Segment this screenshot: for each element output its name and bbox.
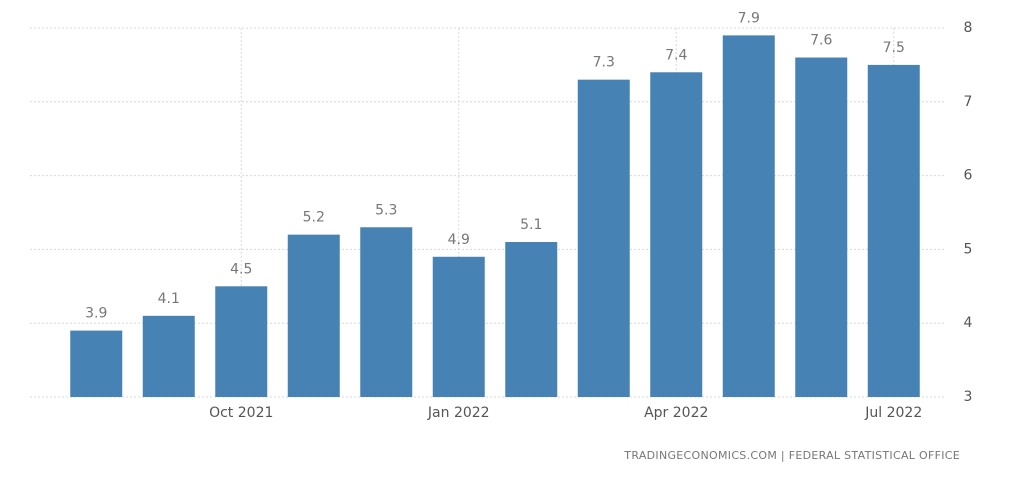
bar: [795, 57, 848, 398]
x-tick-label: Jul 2022: [864, 405, 922, 421]
bar: [142, 315, 195, 397]
value-label: 7.6: [810, 33, 832, 49]
y-tick-label: 5: [964, 241, 973, 257]
value-label: 4.5: [230, 261, 252, 277]
value-label: 4.9: [448, 232, 470, 248]
value-label: 5.1: [520, 217, 542, 233]
bar: [360, 227, 413, 397]
value-label: 7.4: [665, 47, 687, 63]
value-label: 5.3: [375, 202, 397, 218]
value-label: 7.3: [593, 55, 615, 71]
source: TRADINGECONOMICS.COM | FEDERAL STATISTIC…: [623, 449, 960, 462]
y-tick-label: 7: [964, 94, 973, 110]
bar: [867, 64, 920, 398]
bar: [287, 234, 340, 397]
bar: [577, 79, 630, 397]
bar: [70, 330, 123, 397]
value-label: 7.9: [738, 10, 760, 26]
value-label: 4.1: [158, 291, 180, 307]
y-tick-label: 3: [964, 389, 973, 405]
bar: [432, 256, 485, 397]
bar: [650, 72, 703, 397]
y-tick-label: 8: [964, 20, 973, 36]
value-label: 3.9: [85, 306, 107, 322]
bar: [215, 286, 268, 397]
value-label: 7.5: [883, 40, 905, 56]
x-tick-label: Apr 2022: [644, 405, 708, 421]
x-tick-label: Oct 2021: [209, 405, 273, 421]
value-label: 5.2: [303, 210, 325, 226]
x-tick-label: Jan 2022: [427, 405, 490, 421]
bar: [722, 35, 775, 397]
y-tick-label: 6: [964, 168, 973, 184]
y-tick-label: 4: [964, 315, 973, 331]
bar: [505, 242, 558, 397]
